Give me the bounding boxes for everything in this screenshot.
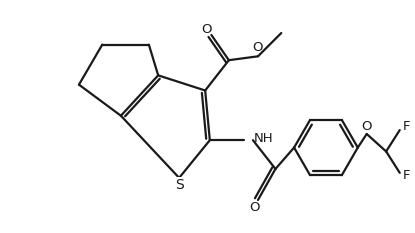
Text: F: F	[403, 120, 410, 134]
Text: O: O	[253, 41, 263, 54]
Text: O: O	[201, 23, 212, 36]
Text: S: S	[175, 178, 183, 192]
Text: NH: NH	[254, 132, 274, 145]
Text: O: O	[250, 201, 260, 214]
Text: F: F	[403, 169, 410, 182]
Text: O: O	[361, 120, 372, 133]
